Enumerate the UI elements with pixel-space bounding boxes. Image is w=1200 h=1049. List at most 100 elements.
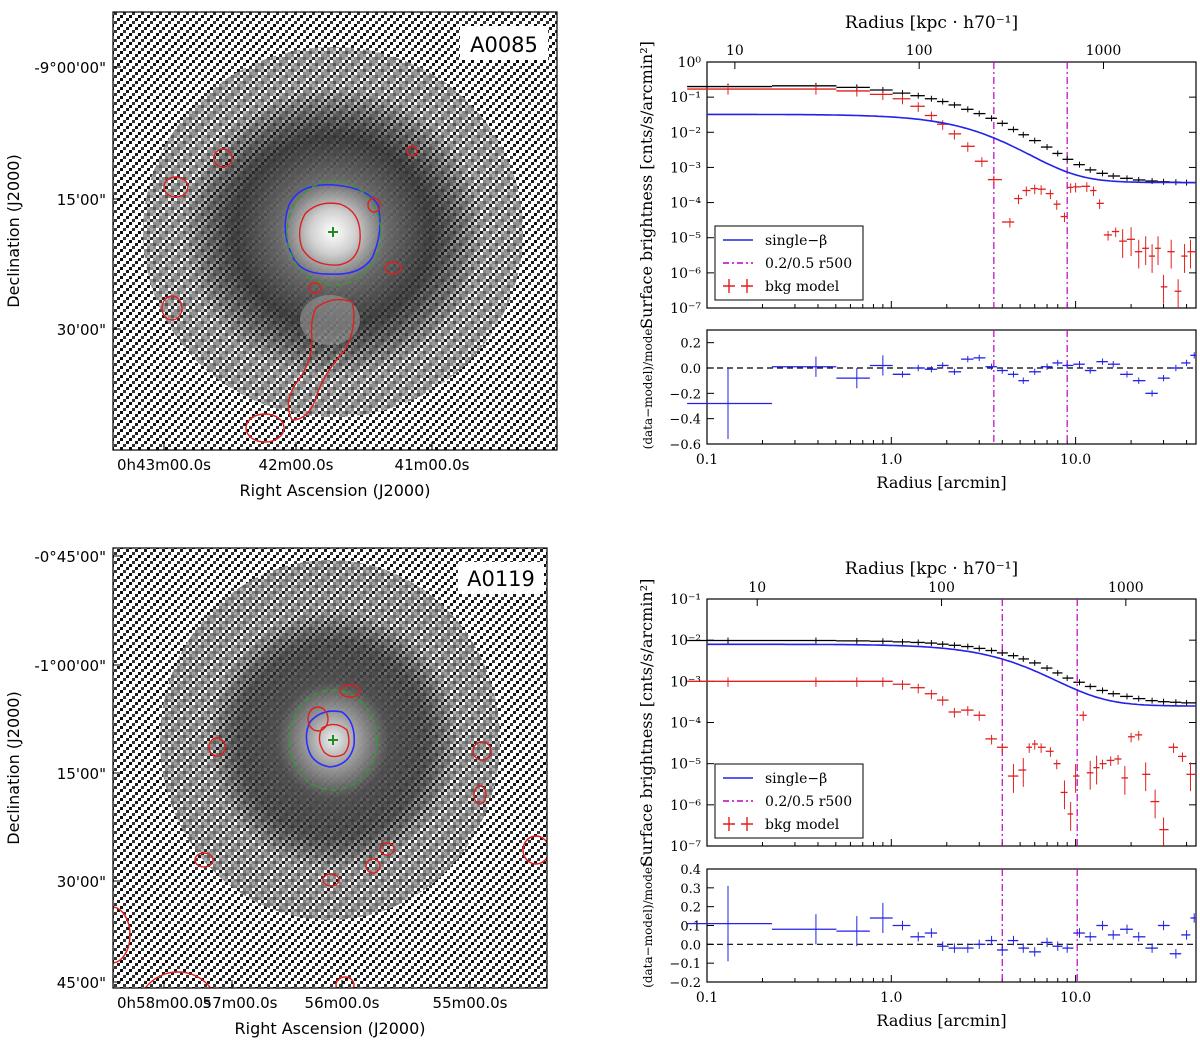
a0119-dec-axis-label: Declination (J2000)	[4, 691, 23, 844]
residual-y-tick-label: 0.3	[680, 882, 701, 897]
y-axis-tick-label: 10⁻⁶	[670, 266, 701, 282]
a0119-image-frame	[112, 547, 548, 989]
a0119-ra-tick-label: 56m00.0s	[305, 994, 380, 1012]
a0119-point-source-mask	[473, 785, 487, 805]
a0085-point-source-mask	[384, 261, 402, 275]
top-axis-tick-label: 10	[726, 43, 744, 59]
a0119-point-source-mask	[365, 858, 381, 874]
a0085-label-box	[460, 26, 548, 60]
profile-axes-frame	[706, 61, 1197, 309]
top-axis-tick-label: 10	[748, 580, 766, 596]
a0085-dec-tick-label: 30'00"	[57, 321, 106, 339]
top-axis-tick-label: 100	[928, 580, 955, 596]
a0119-point-source-mask	[144, 971, 212, 988]
a0119-image-panel: A0119 -0°45'00" -1°00'00" 15'00" 30'00" …	[4, 547, 548, 1038]
y-axis-label: Surface brightness [cnts/s/arcmin²]	[637, 41, 656, 329]
a0085-subclump	[300, 295, 360, 345]
a0085-dec-tick-label: -9°00'00"	[34, 59, 106, 77]
x-axis-label: Radius [arcmin]	[876, 1011, 1006, 1030]
x-axis-tick-label: 1.0	[880, 452, 902, 468]
a0085-red-contour-core	[298, 202, 361, 266]
a0119-point-source-mask	[194, 852, 214, 868]
a0119-red-contour-core	[318, 723, 350, 758]
a0085-image-panel: A0085 -9°00'00" 15'00" 30'00" 0h43m00.0s…	[4, 11, 558, 500]
legend-r500-label: 0.2/0.5 r500	[765, 256, 852, 272]
top-axis-tick-label: 1000	[1108, 580, 1144, 596]
y-axis-tick-label: 10⁻²	[670, 125, 701, 141]
residual-axes-frame	[706, 329, 1197, 445]
a0119-ra-tick-label: 55m00.0s	[433, 994, 508, 1012]
legend-bkg-swatch	[723, 279, 753, 293]
residual-y-tick-label: 0.2	[680, 337, 701, 352]
residual-y-tick-label: −0.4	[669, 413, 701, 428]
a0119-center-marker	[328, 735, 338, 745]
a0119-dec-tick-label: 30'00"	[57, 873, 106, 891]
a0119-dec-tick-label: -1°00'00"	[34, 657, 106, 675]
a0085-image-frame	[112, 11, 558, 451]
y-axis-tick-label: 10⁻⁶	[670, 798, 701, 814]
legend-bkg-label: bkg model	[765, 817, 840, 833]
a0085-point-source-mask	[367, 197, 381, 213]
a0119-point-source-mask	[307, 706, 329, 732]
a0119-dec-tick-label: -0°45'00"	[34, 548, 106, 566]
a0085-point-source-mask	[163, 176, 189, 198]
a0119-point-source-mask	[379, 842, 395, 856]
a0119-cluster-label: A0119	[467, 567, 535, 591]
beta-model-curve	[707, 113, 1196, 184]
legend-r500-label: 0.2/0.5 r500	[765, 794, 852, 810]
a0085-ra-axis-label: Right Ascension (J2000)	[240, 481, 431, 500]
a0085-point-source-mask	[308, 282, 322, 294]
a0085-point-source-mask	[406, 145, 418, 157]
legend-model-label: single−β	[765, 771, 827, 787]
a0119-point-source-mask	[113, 906, 131, 964]
y-axis-tick-label: 10⁻²	[670, 633, 701, 649]
a0119-label-box	[458, 562, 544, 594]
a0119-point-source-mask	[335, 976, 355, 988]
a0119-blue-contour	[305, 710, 356, 768]
y-axis-tick-label: 10⁻⁵	[670, 757, 701, 773]
y-axis-tick-label: 10⁰	[678, 55, 702, 71]
y-axis-tick-label: 10⁻⁵	[670, 231, 701, 247]
a0085-point-source-mask	[161, 295, 183, 321]
a0085-dec-tick-label: 15'00"	[57, 191, 106, 209]
y-axis-tick-label: 10⁻⁷	[670, 839, 701, 855]
a0119-point-source-mask	[472, 741, 492, 761]
residual-y-tick-label: 0.0	[680, 362, 701, 377]
a0119-dec-tick-label: 45'00"	[57, 974, 106, 992]
a0085-green-dashed-region	[286, 180, 382, 286]
residual-y-tick-label: 0.1	[680, 920, 701, 935]
x-axis-tick-label: 10.0	[1060, 452, 1091, 468]
residual-y-tick-label: 0.0	[680, 938, 701, 953]
a0119-green-dashed-region	[288, 689, 378, 791]
y-axis-tick-label: 10⁻³	[670, 674, 701, 690]
a0085-ra-tick-label: 41m00.0s	[395, 456, 470, 474]
x-axis-tick-label: 0.1	[696, 452, 718, 468]
a0085-ra-tick-label: 42m00.0s	[259, 456, 334, 474]
a0119-ra-tick-label: 0h58m00.0s	[117, 994, 211, 1012]
a0085-filament-mask	[287, 298, 355, 421]
a0085-center-marker	[328, 227, 338, 237]
a0085-point-source-mask	[245, 413, 285, 443]
a0119-point-source-mask	[208, 737, 226, 757]
x-axis-tick-label: 1.0	[880, 990, 902, 1006]
x-axis-tick-label: 0.1	[696, 990, 718, 1006]
a0119-point-source-mask	[522, 835, 547, 865]
y-axis-label: Surface brightness [cnts/s/arcmin²]	[637, 579, 656, 867]
a0119-ra-axis-label: Right Ascension (J2000)	[235, 1019, 426, 1038]
y-axis-tick-label: 10⁻⁴	[670, 716, 701, 732]
top-axis-tick-label: 1000	[1086, 43, 1122, 59]
a0085-dec-axis-label: Declination (J2000)	[4, 154, 23, 307]
residual-y-tick-label: −0.2	[669, 976, 701, 991]
a0085-point-source-mask	[213, 148, 233, 168]
y-axis-tick-label: 10⁻¹	[670, 90, 701, 106]
residual-y-tick-label: −0.6	[669, 438, 701, 453]
top-axis-tick-label: 100	[906, 43, 933, 59]
y-axis-tick-label: 10⁻⁷	[670, 301, 701, 317]
top-axis-label: Radius [kpc · h70⁻¹]	[845, 13, 1018, 33]
residual-y-tick-label: 0.2	[680, 901, 701, 916]
residual-y-tick-label: −0.2	[669, 387, 701, 402]
residual-y-tick-label: −0.1	[669, 957, 701, 972]
y-axis-tick-label: 10⁻³	[670, 160, 701, 176]
